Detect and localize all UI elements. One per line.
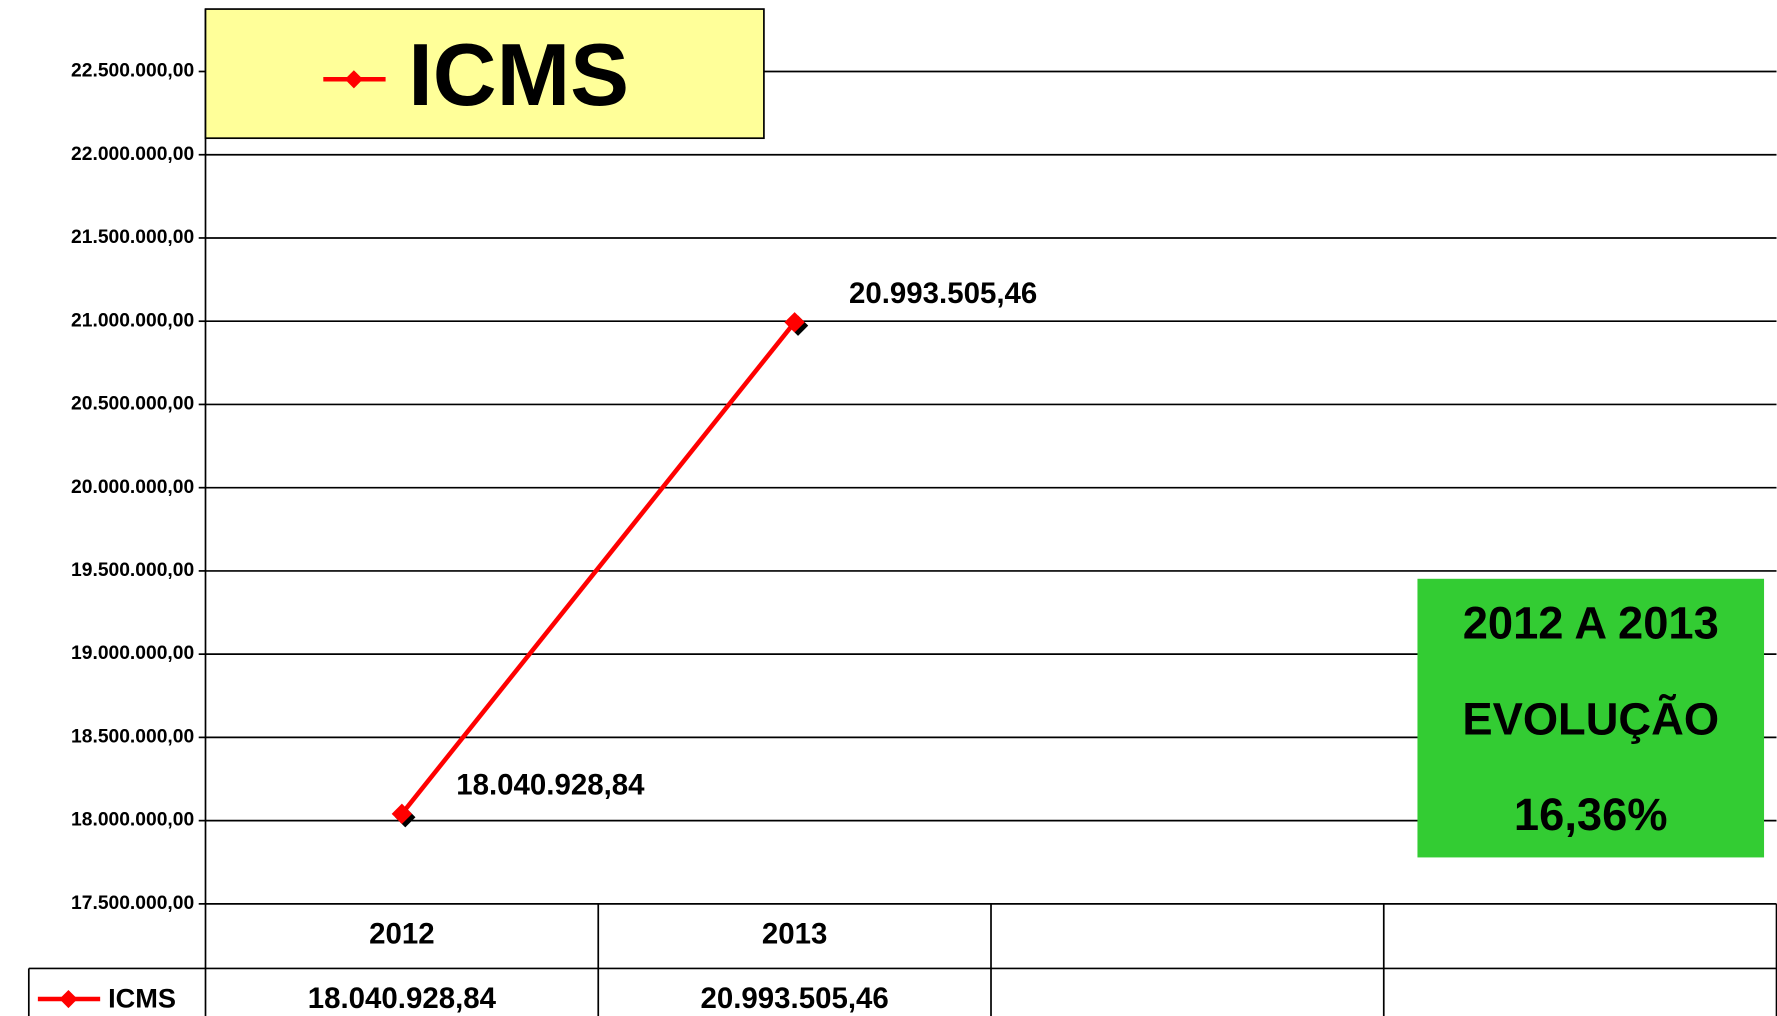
y-tick-label: 21.000.000,00 [71,310,194,331]
legend-label: ICMS [108,982,176,1013]
table-value: 20.993.505,46 [700,982,888,1015]
annotation: 16,36% [1514,789,1668,840]
title-marker [344,70,363,89]
annotation-box [1417,578,1765,858]
marker [391,803,413,825]
y-tick-label: 20.000.000,00 [71,477,194,498]
y-tick-label: 17.500.000,00 [71,893,194,914]
data-label: 20.993.505,46 [849,277,1037,310]
y-tick-label: 22.500.000,00 [71,61,194,82]
chart-title: ICMS [408,25,629,124]
x-tick-label: 2012 [369,917,435,950]
y-tick-label: 18.000.000,00 [71,810,194,831]
y-tick-label: 19.000.000,00 [71,643,194,664]
y-tick-label: 20.500.000,00 [71,394,194,415]
marker [784,312,805,333]
y-tick-label: 21.500.000,00 [71,227,194,248]
title-box [204,8,765,140]
y-tick-label: 18.500.000,00 [71,726,194,747]
x-tick-label: 2013 [762,917,828,950]
annotation: EVOLUÇÃO [1462,694,1719,745]
table-value: 18.040.928,84 [308,982,497,1015]
series-line [400,320,797,816]
annotation: 2012 A 2013 [1463,597,1719,648]
y-tick-label: 19.500.000,00 [71,560,194,581]
data-label: 18.040.928,84 [456,768,645,801]
legend-marker [59,989,78,1009]
y-tick-label: 22.000.000,00 [71,144,194,165]
